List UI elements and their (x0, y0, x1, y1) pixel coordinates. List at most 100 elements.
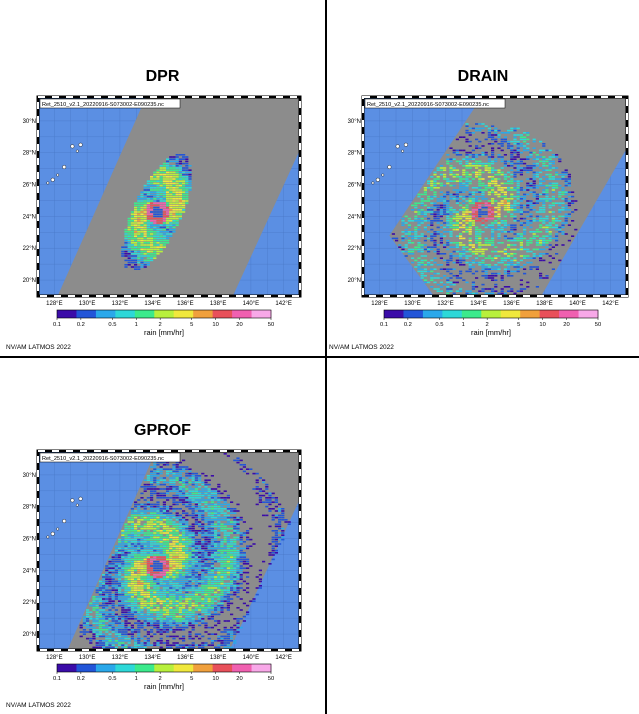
rain-cell (481, 288, 485, 290)
rain-cell (182, 169, 186, 171)
rain-cell (194, 602, 198, 605)
rain-cell (127, 224, 131, 226)
rain-cell (532, 176, 536, 178)
rain-cell (134, 613, 138, 616)
rain-cell (500, 195, 504, 198)
rain-cell (561, 176, 565, 178)
rain-cell (140, 242, 144, 244)
rain-cell (239, 532, 243, 534)
rain-cell (516, 169, 520, 171)
rain-cell (172, 611, 176, 613)
rain-cell (217, 501, 221, 503)
rain-cell (146, 532, 150, 534)
rain-cell (175, 587, 179, 589)
rain-cell (230, 589, 234, 591)
rain-cell (443, 283, 447, 286)
rain-cell (223, 541, 227, 543)
rain-cell (545, 226, 549, 229)
rain-cell (210, 563, 214, 565)
rain-cell (230, 543, 234, 545)
rain-cell (207, 538, 211, 541)
rain-cell (487, 206, 491, 209)
rain-cell (481, 195, 485, 198)
rain-cell (516, 193, 520, 196)
rain-cell (146, 574, 150, 576)
rain-cell (503, 206, 507, 209)
island (371, 181, 375, 185)
rain-cell (401, 235, 405, 237)
rain-cell (124, 556, 128, 558)
colorbar-tick-label: 20 (563, 322, 569, 328)
rain-cell (475, 165, 479, 167)
rain-cell (462, 279, 466, 281)
rain-cell (271, 547, 275, 550)
rain-cell (551, 160, 555, 163)
rain-cell (491, 178, 495, 180)
rain-cell (175, 158, 179, 160)
rain-cell (246, 567, 250, 569)
rain-cell (143, 593, 147, 596)
rain-cell (201, 494, 205, 497)
rain-cell (182, 538, 186, 541)
rain-cell (201, 492, 205, 495)
rain-cell (411, 248, 415, 251)
rain-cell (162, 497, 166, 499)
rain-cell (162, 483, 166, 486)
rain-cell (191, 508, 195, 510)
rain-cell (118, 560, 122, 563)
rain-cell (162, 477, 166, 479)
rain-cell (178, 217, 182, 220)
rain-cell (198, 547, 202, 550)
rain-cell (178, 574, 182, 576)
rain-cell (223, 536, 227, 539)
rain-cell (153, 173, 157, 176)
rain-cell (137, 563, 141, 565)
rain-cell (166, 576, 170, 578)
rain-cell (519, 138, 523, 141)
rain-cell (571, 235, 575, 237)
rain-cell (265, 492, 269, 495)
rain-cell (510, 140, 514, 143)
rain-cell (465, 292, 469, 295)
rain-cell (532, 187, 536, 189)
rain-cell (137, 525, 141, 528)
rain-cell (545, 235, 549, 237)
rain-cell (140, 593, 144, 596)
rain-cell (545, 253, 549, 255)
rain-cell (178, 191, 182, 193)
rain-cell (175, 536, 179, 539)
rain-cell (118, 596, 122, 598)
rain-cell (175, 160, 179, 163)
rain-cell (153, 538, 157, 541)
rain-cell (468, 140, 472, 143)
rain-cell (143, 202, 147, 204)
rain-cell (150, 560, 154, 563)
rain-cell (430, 235, 434, 237)
rain-cell (150, 523, 154, 525)
rain-cell (201, 534, 205, 536)
rain-cell (198, 598, 202, 600)
rain-cell (156, 191, 160, 193)
map-layer (38, 451, 300, 650)
rain-cell (436, 283, 440, 286)
rain-cell (178, 536, 182, 539)
rain-cell (166, 591, 170, 594)
rain-cell (169, 538, 173, 541)
rain-cell (513, 202, 517, 204)
rain-cell (137, 560, 141, 563)
rain-cell (465, 220, 469, 222)
rain-cell (462, 213, 466, 215)
rain-cell (519, 195, 523, 198)
rain-cell (271, 530, 275, 532)
rain-cell (519, 171, 523, 174)
rain-cell (127, 582, 131, 585)
rain-cell (185, 556, 189, 558)
rain-cell (150, 217, 154, 220)
rain-cell (503, 165, 507, 167)
rain-cell (468, 220, 472, 222)
rain-cell (433, 206, 437, 209)
rain-cell (108, 565, 112, 567)
rain-cell (146, 549, 150, 552)
rain-cell (182, 543, 186, 545)
rain-cell (175, 549, 179, 552)
